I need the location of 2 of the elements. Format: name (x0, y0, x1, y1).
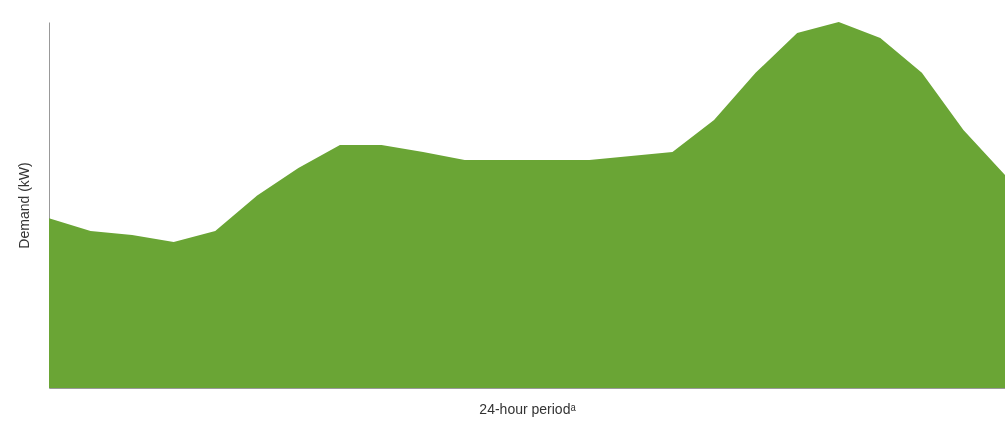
x-axis-title: 24-hour periodᵃ (479, 400, 577, 417)
y-axis-title: Demand (kW) (15, 162, 32, 249)
